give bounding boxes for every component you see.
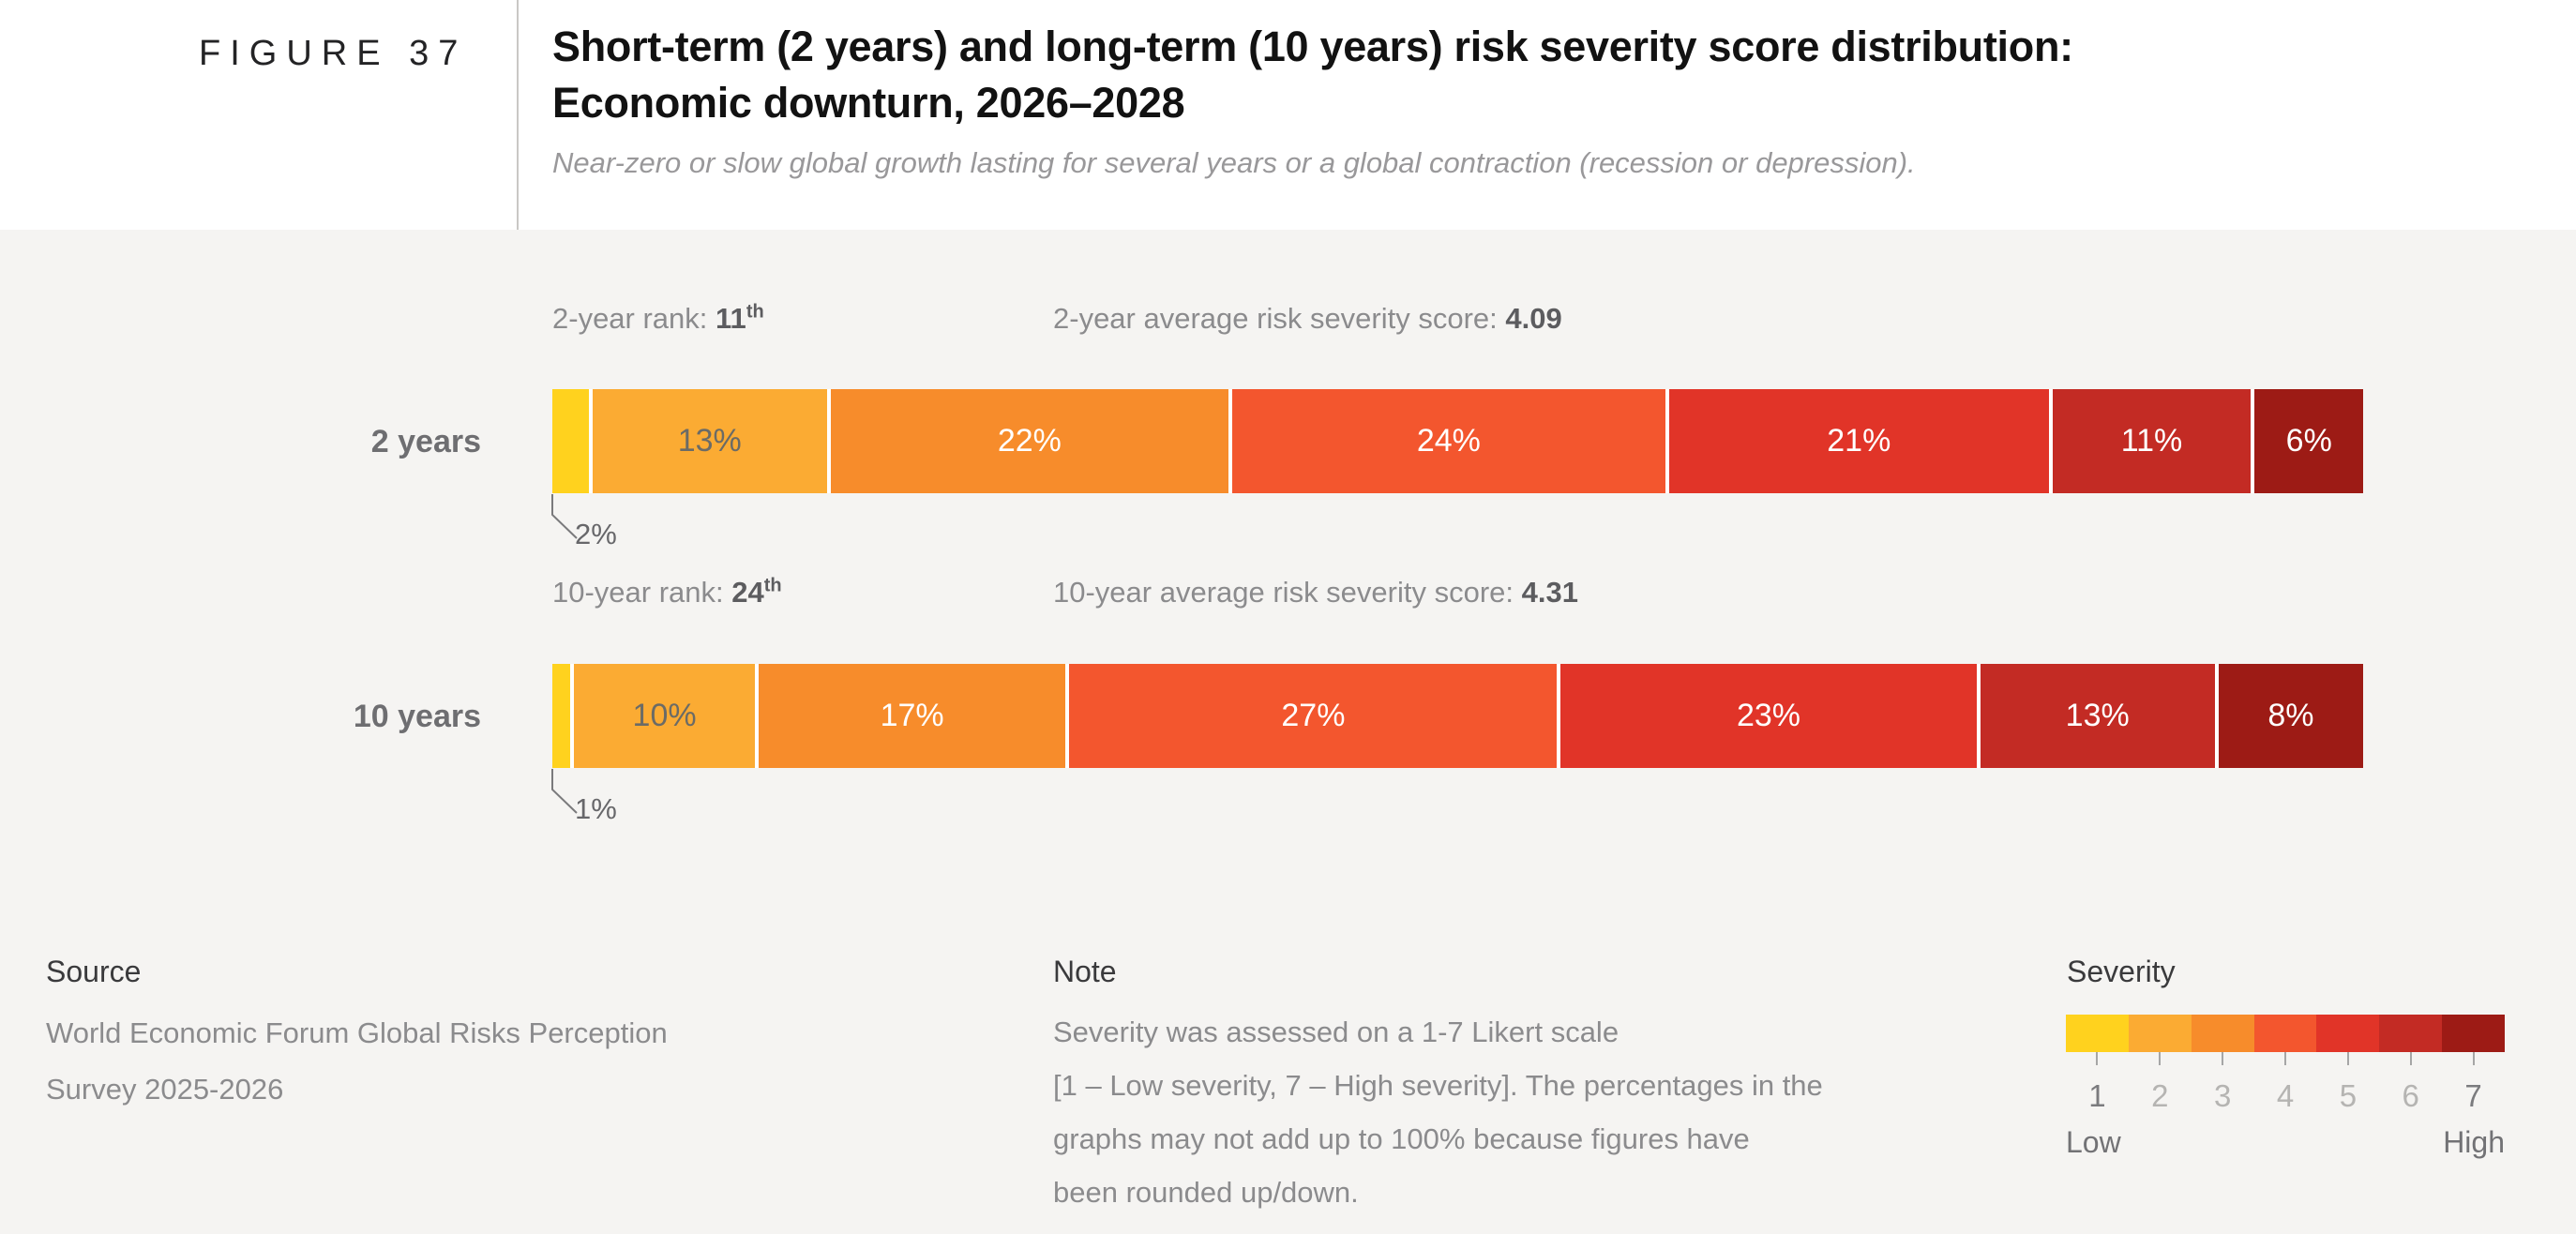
legend-tick-label: 5 bbox=[2339, 1078, 2358, 1113]
chart-title-line1: Short-term (2 years) and long-term (10 y… bbox=[552, 23, 2073, 70]
legend-swatch-6 bbox=[2379, 1015, 2443, 1052]
source-text: World Economic Forum Global Risks Percep… bbox=[46, 1005, 668, 1118]
note-heading: Note bbox=[1053, 955, 1117, 988]
figure-header: FIGURE 37 Short-term (2 years) and long-… bbox=[0, 0, 2576, 230]
text-line: [1 – Low severity, 7 – High severity]. T… bbox=[1053, 1069, 1823, 1102]
bar-segment-severity-5: 21% bbox=[1669, 389, 2049, 493]
ten-year-rank-value: 24 bbox=[731, 576, 764, 609]
bar-segment-label: 24% bbox=[1416, 423, 1481, 459]
callout-label-10-years: 1% bbox=[575, 792, 617, 825]
legend-low-label: Low bbox=[2066, 1125, 2121, 1159]
legend-swatch-2 bbox=[2128, 1015, 2192, 1052]
source-heading: Source bbox=[46, 955, 142, 988]
legend-tick-label: 7 bbox=[2464, 1078, 2482, 1113]
ten-year-rank: 10-year rank: 24th bbox=[552, 576, 782, 609]
callout-label-2-years: 2% bbox=[575, 518, 617, 550]
bar-row-label-10-years: 10 years bbox=[353, 699, 481, 734]
legend-tick-label: 1 bbox=[2088, 1078, 2106, 1113]
bar-segment-severity-1 bbox=[552, 664, 571, 768]
bar-segment-severity-6: 13% bbox=[1980, 664, 2215, 768]
callout-line-2-years bbox=[551, 494, 578, 539]
ten-year-score-label: 10-year average risk severity score: bbox=[1053, 576, 1514, 609]
bar-segment-severity-3: 17% bbox=[758, 664, 1066, 768]
ten-year-rank-suffix: th bbox=[763, 575, 782, 596]
bar-segment-label: 11% bbox=[2120, 423, 2183, 459]
bar-segment-severity-2: 13% bbox=[592, 389, 827, 493]
bar-segment-label: 13% bbox=[677, 423, 742, 459]
text-line: been rounded up/down. bbox=[1053, 1176, 1359, 1209]
chart-title: Short-term (2 years) and long-term (10 y… bbox=[552, 19, 2409, 131]
chart-subtitle: Near-zero or slow global growth lasting … bbox=[552, 146, 1916, 179]
bar-segment-severity-5: 23% bbox=[1560, 664, 1977, 768]
figure-label: FIGURE 37 bbox=[199, 34, 468, 73]
bar-segment-severity-7: 6% bbox=[2254, 389, 2364, 493]
bar-segment-severity-3: 22% bbox=[830, 389, 1228, 493]
bar-segment-severity-4: 24% bbox=[1231, 389, 1666, 493]
bar-segment-severity-4: 27% bbox=[1069, 664, 1558, 768]
bar-row-label-2-years: 2 years bbox=[370, 424, 481, 459]
legend-high-label: High bbox=[2443, 1125, 2505, 1159]
severity-bar-2-years: 13% 22% 24% 21% 11% 6% bbox=[552, 389, 2364, 493]
ten-year-rank-label: 10-year rank: bbox=[552, 576, 724, 609]
bar-segment-label: 10% bbox=[632, 698, 697, 733]
legend-color-strip bbox=[2066, 1015, 2506, 1052]
legend-tick-label: 3 bbox=[2213, 1078, 2232, 1113]
legend-swatch-5 bbox=[2316, 1015, 2380, 1052]
text-line: Severity was assessed on a 1-7 Likert sc… bbox=[1053, 1016, 1619, 1048]
bar-segment-label: 23% bbox=[1736, 698, 1800, 733]
ten-year-score: 10-year average risk severity score: 4.3… bbox=[1053, 576, 1578, 609]
legend-tick bbox=[2096, 1052, 2099, 1065]
two-year-score: 2-year average risk severity score: 4.09 bbox=[1053, 302, 1562, 336]
two-year-rank-suffix: th bbox=[746, 301, 764, 323]
legend-swatch-1 bbox=[2066, 1015, 2129, 1052]
legend-tick bbox=[2472, 1052, 2475, 1065]
bar-segment-severity-6: 11% bbox=[2052, 389, 2252, 493]
bar-segment-label: 8% bbox=[2267, 698, 2314, 733]
severity-bar-10-years: 10% 17% 27% 23% 13% 8% bbox=[552, 664, 2364, 768]
bar-segment-label: 13% bbox=[2065, 698, 2130, 733]
chart-title-line2: Economic downturn, 2026–2028 bbox=[552, 79, 1185, 127]
two-year-rank-value: 11 bbox=[716, 302, 746, 335]
bar-segment-label: 27% bbox=[1281, 698, 1346, 733]
legend-swatch-4 bbox=[2253, 1015, 2317, 1052]
bar-segment-label: 6% bbox=[2285, 423, 2332, 459]
header-divider bbox=[517, 0, 519, 230]
bar-segment-severity-7: 8% bbox=[2218, 664, 2364, 768]
legend-swatch-7 bbox=[2442, 1015, 2506, 1052]
text-line: World Economic Forum Global Risks Percep… bbox=[46, 1016, 668, 1049]
legend-tick bbox=[2284, 1052, 2286, 1065]
severity-legend-heading: Severity bbox=[2067, 955, 2176, 988]
two-year-rank: 2-year rank: 11th bbox=[552, 302, 764, 336]
legend-tick-label: 6 bbox=[2402, 1078, 2419, 1113]
bar-segment-label: 17% bbox=[880, 698, 944, 733]
note-text: Severity was assessed on a 1-7 Likert sc… bbox=[1053, 1005, 1823, 1219]
legend-tick bbox=[2346, 1052, 2349, 1065]
two-year-rank-label: 2-year rank: bbox=[552, 302, 708, 335]
bar-segment-severity-2: 10% bbox=[574, 664, 755, 768]
bar-segment-label: 22% bbox=[997, 423, 1062, 459]
two-year-score-value: 4.09 bbox=[1505, 302, 1562, 335]
text-line: graphs may not add up to 100% because fi… bbox=[1053, 1122, 1750, 1155]
legend-tick-label: 2 bbox=[2151, 1078, 2169, 1113]
text-line: Survey 2025-2026 bbox=[46, 1073, 284, 1106]
legend-tick bbox=[2222, 1052, 2224, 1065]
callout-line-10-years bbox=[551, 769, 578, 814]
two-year-score-label: 2-year average risk severity score: bbox=[1053, 302, 1498, 335]
ten-year-score-value: 4.31 bbox=[1521, 576, 1578, 609]
legend-ticks bbox=[2066, 1052, 2505, 1065]
legend-tick bbox=[2159, 1052, 2162, 1065]
bar-segment-severity-1 bbox=[552, 389, 589, 493]
legend-tick-label: 4 bbox=[2276, 1078, 2295, 1113]
legend-numbers: 1 2 3 4 5 6 7 bbox=[2066, 1078, 2505, 1114]
legend-swatch-3 bbox=[2191, 1015, 2254, 1052]
legend-tick bbox=[2409, 1052, 2412, 1065]
bar-segment-label: 21% bbox=[1827, 423, 1891, 459]
